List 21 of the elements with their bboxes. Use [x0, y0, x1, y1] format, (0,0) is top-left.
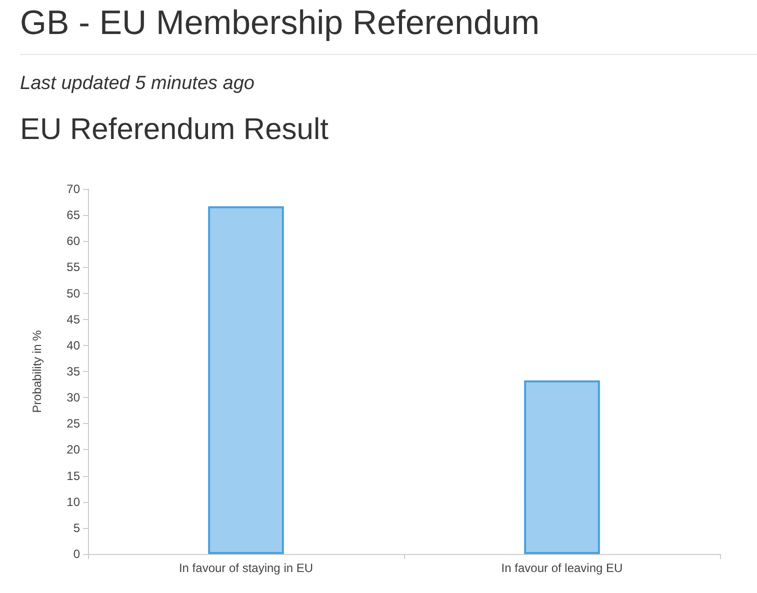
y-tick-label: 0: [73, 547, 80, 561]
y-tick-label: 55: [66, 260, 80, 274]
text: GB - EU Membership Referendum: [20, 4, 540, 43]
y-tick-label: 65: [66, 208, 80, 222]
x-tick-label: In favour of staying in EU: [178, 561, 314, 575]
y-tick-label: 5: [73, 520, 80, 535]
y-tick-label: 30: [66, 390, 80, 405]
chart-title: EU Referendum Result: [20, 113, 328, 147]
y-tick-label: 40: [66, 338, 80, 352]
chart-subtitle: Last updated 5 minutes ago: [20, 73, 255, 95]
y-tick-label: 20: [66, 442, 80, 457]
y-tick-label: 10: [66, 494, 80, 509]
y-tick-label: 35: [66, 364, 80, 378]
y-tick-label: 60: [66, 234, 80, 248]
y-tick-label: 25: [66, 416, 80, 431]
y-tick-label: 45: [66, 312, 80, 326]
y-tick-label: 15: [66, 468, 80, 483]
x-tick-label: In favour of leaving EU: [501, 561, 623, 575]
y-tick-label: 70: [66, 182, 80, 196]
y-axis-title: Probability in %: [30, 330, 44, 413]
y-tick-label: 50: [66, 286, 80, 300]
